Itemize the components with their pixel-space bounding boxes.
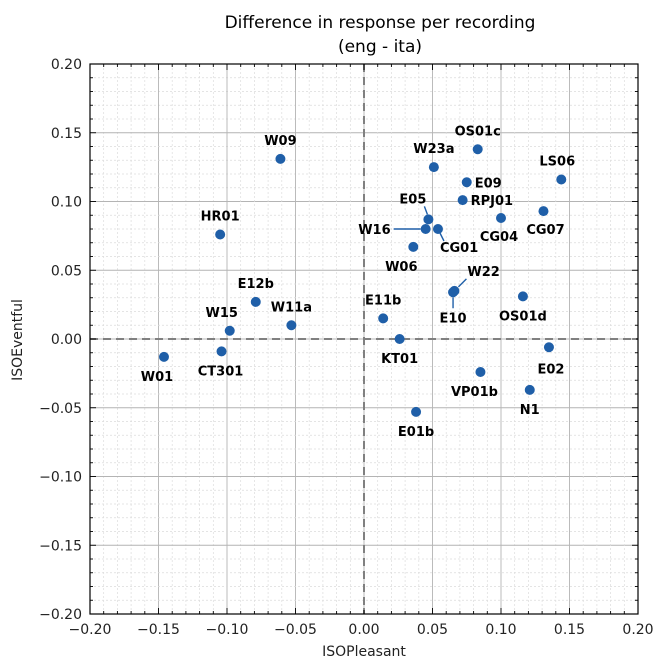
data-point <box>496 213 506 223</box>
x-tick-label: 0.05 <box>417 622 448 638</box>
y-tick-label: −0.10 <box>39 470 82 486</box>
data-point <box>378 313 389 324</box>
point-label: CG07 <box>526 223 564 238</box>
data-point <box>408 241 419 252</box>
data-point <box>394 334 405 344</box>
point-label: E02 <box>537 362 564 377</box>
data-point <box>250 296 261 307</box>
data-point <box>224 325 235 336</box>
y-axis-label: ISOEventful <box>10 299 26 381</box>
point-label: RPJ01 <box>471 194 513 209</box>
point-label: OS01c <box>455 124 501 139</box>
leader-line <box>423 206 429 215</box>
y-tick-label: 0.20 <box>51 57 82 73</box>
data-point <box>158 351 169 362</box>
x-tick-label: 0.15 <box>554 622 585 638</box>
y-tick-label: 0.05 <box>51 263 82 279</box>
leader-line <box>439 232 445 242</box>
x-tick-label: −0.15 <box>137 622 180 638</box>
data-point <box>423 214 434 225</box>
data-point <box>472 144 483 155</box>
chart-subtitle: (eng - ita) <box>338 37 422 57</box>
point-label: VP01b <box>451 385 498 400</box>
y-tick-label: −0.20 <box>39 607 82 623</box>
point-label: W15 <box>206 306 238 321</box>
y-tick-label: 0.15 <box>51 126 82 142</box>
y-tick-label: −0.05 <box>39 401 82 417</box>
point-label: E11b <box>365 293 401 308</box>
point-label: HR01 <box>201 210 240 225</box>
data-point <box>216 346 227 357</box>
point-label: W09 <box>264 134 296 149</box>
zero-lines <box>90 64 638 614</box>
x-tick-label: −0.05 <box>274 622 317 638</box>
point-label: W11a <box>271 300 312 315</box>
leader-line <box>457 278 467 288</box>
x-tick-label: 0.10 <box>485 622 516 638</box>
point-label: CG04 <box>480 230 518 245</box>
data-point <box>543 342 554 353</box>
data-point <box>432 224 443 234</box>
x-axis-label: ISOPleasant <box>322 644 406 659</box>
y-tick-labels: 0.20 0.15 0.10 0.05 0.00 −0.05 −0.10 −0.15 −0.20 <box>39 57 82 623</box>
x-tick-label: −0.20 <box>69 622 112 638</box>
data-point <box>215 229 226 240</box>
data-point <box>556 174 567 185</box>
point-label: OS01d <box>499 309 547 324</box>
x-tick-labels: −0.20 −0.15 −0.10 −0.05 0.00 0.05 0.10 0.15 0.20 <box>69 622 654 638</box>
point-label: W01 <box>141 370 173 385</box>
data-point <box>420 224 431 234</box>
chart-title: Difference in response per recording <box>225 13 536 33</box>
data-point <box>411 406 422 417</box>
point-label: KT01 <box>381 352 418 367</box>
point-label: CT301 <box>198 364 244 379</box>
data-point <box>428 162 439 173</box>
data-point <box>275 153 286 164</box>
point-label: W16 <box>358 223 390 238</box>
x-tick-label: 0.00 <box>348 622 379 638</box>
data-point <box>475 367 486 377</box>
point-label: N1 <box>520 403 540 418</box>
point-label: E01b <box>398 425 434 440</box>
data-point <box>524 384 535 395</box>
data-point <box>448 287 459 298</box>
label-connectors <box>393 206 467 309</box>
point-label: CG01 <box>440 241 478 256</box>
data-point <box>286 320 297 331</box>
y-tick-label: 0.00 <box>51 332 82 348</box>
point-label: E12b <box>238 277 274 292</box>
data-point <box>461 177 472 188</box>
point-label: LS06 <box>539 155 575 170</box>
y-tick-label: 0.10 <box>51 195 82 211</box>
data-point <box>457 195 468 206</box>
data-points <box>158 144 567 417</box>
data-point <box>517 291 528 302</box>
x-tick-label: −0.10 <box>206 622 249 638</box>
point-label: W06 <box>385 260 417 275</box>
ticks <box>89 63 639 615</box>
point-label: E05 <box>399 192 426 207</box>
point-label: W22 <box>467 265 499 280</box>
data-point <box>538 206 549 217</box>
point-label: W23a <box>413 142 454 157</box>
point-label: E09 <box>475 176 502 191</box>
x-tick-label: 0.20 <box>622 622 653 638</box>
point-label: E10 <box>440 311 467 326</box>
y-tick-label: −0.15 <box>39 538 82 554</box>
